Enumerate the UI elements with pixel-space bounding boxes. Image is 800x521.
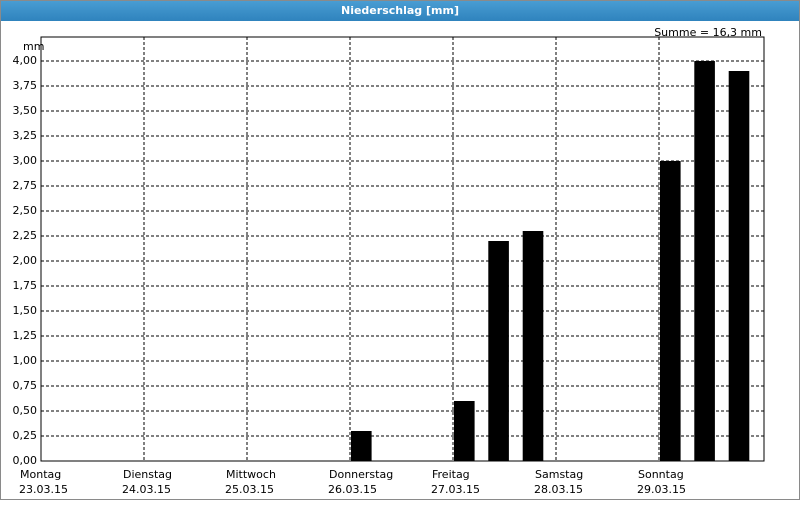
x-tick-label: Sonntag	[638, 468, 684, 481]
y-tick-label: 2,25	[13, 229, 38, 242]
bar	[728, 71, 750, 461]
y-tick-label: 0,75	[13, 379, 38, 392]
x-tick-date: 24.03.15	[122, 483, 171, 496]
annotation: Summe = 16,3 mm	[654, 26, 762, 39]
plot-frame	[40, 36, 765, 462]
bar	[660, 161, 681, 461]
y-tick-label: 3,25	[13, 129, 38, 142]
y-tick-label: 3,75	[13, 79, 38, 92]
bar	[694, 61, 715, 461]
x-tick-date: 26.03.15	[328, 483, 377, 496]
bar	[454, 401, 475, 461]
y-tick-label: 0,25	[13, 429, 38, 442]
y-tick-label: 1,00	[13, 354, 38, 367]
y-tick-label: 1,75	[13, 279, 38, 292]
title-bar: Niederschlag [mm]	[0, 0, 800, 21]
x-tick-label: Montag	[20, 468, 61, 481]
x-tick-date: 28.03.15	[534, 483, 583, 496]
bar	[522, 231, 544, 461]
x-tick-date: 23.03.15	[19, 483, 68, 496]
y-tick-label: 2,00	[13, 254, 38, 267]
x-tick-date: 29.03.15	[637, 483, 686, 496]
y-tick-label: 1,50	[13, 304, 38, 317]
y-tick-label: 3,50	[13, 104, 38, 117]
x-tick-date: 27.03.15	[431, 483, 480, 496]
y-tick-label: 0,50	[13, 404, 38, 417]
x-tick-label: Mittwoch	[226, 468, 276, 481]
page: {"chart_data":{"type":"bar","title":"Nie…	[0, 0, 800, 500]
x-tick-label: Dienstag	[123, 468, 172, 481]
x-tick-label: Donnerstag	[329, 468, 393, 481]
x-tick-label: Freitag	[432, 468, 470, 481]
y-tick-label: 4,00	[13, 54, 38, 67]
y-tick-label: 1,25	[13, 329, 38, 342]
window-border	[0, 0, 800, 500]
x-tick-label: Samstag	[535, 468, 583, 481]
y-tick-label: 2,75	[13, 179, 38, 192]
y-tick-label: 3,00	[13, 154, 38, 167]
x-tick-date: 25.03.15	[225, 483, 274, 496]
y-tick-label: 2,50	[13, 204, 38, 217]
chart: Summe = 16,3 mm mm 0,00 0,25 0,50 0,75 1,00 1…	[13, 26, 765, 496]
y-axis-label: mm	[23, 40, 44, 53]
y-tick-label: 0,00	[13, 454, 38, 467]
bar	[488, 241, 509, 461]
bar	[351, 431, 372, 461]
